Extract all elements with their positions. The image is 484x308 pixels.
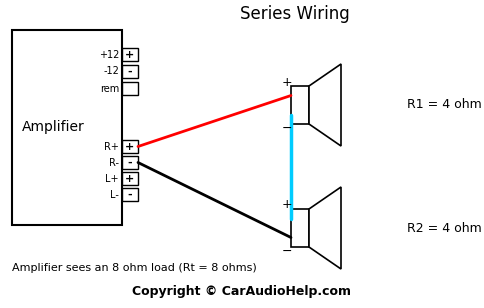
Text: Copyright © CarAudioHelp.com: Copyright © CarAudioHelp.com [133, 286, 351, 298]
Bar [291, 86, 309, 124]
Bar [122, 156, 138, 169]
Text: +: + [125, 173, 135, 184]
Text: +12: +12 [99, 50, 119, 59]
Text: +: + [125, 50, 135, 59]
Text: -: - [128, 157, 132, 168]
Bar [122, 172, 138, 185]
Text: +: + [282, 75, 292, 88]
Text: Amplifier: Amplifier [22, 120, 84, 135]
Text: +: + [125, 141, 135, 152]
Text: −: − [282, 121, 292, 135]
Bar [122, 188, 138, 201]
Text: R1 = 4 ohm: R1 = 4 ohm [407, 99, 482, 111]
Text: -: - [128, 189, 132, 200]
Bar [122, 48, 138, 61]
Text: R+: R+ [104, 141, 119, 152]
Text: R-: R- [109, 157, 119, 168]
Text: L+: L+ [106, 173, 119, 184]
Bar [122, 82, 138, 95]
Text: R2 = 4 ohm: R2 = 4 ohm [407, 221, 482, 234]
Bar [122, 140, 138, 153]
Polygon shape [309, 64, 341, 146]
Text: +: + [282, 198, 292, 212]
Text: -12: -12 [103, 67, 119, 76]
Text: rem: rem [100, 83, 119, 94]
Bar [12, 30, 122, 225]
Text: Series Wiring: Series Wiring [240, 5, 350, 23]
Text: -: - [128, 67, 132, 76]
Bar [291, 209, 309, 247]
Text: Amplifier sees an 8 ohm load (Rt = 8 ohms): Amplifier sees an 8 ohm load (Rt = 8 ohm… [12, 263, 257, 273]
Bar [122, 65, 138, 78]
Text: −: − [282, 245, 292, 257]
Polygon shape [309, 187, 341, 269]
Text: L-: L- [110, 189, 119, 200]
